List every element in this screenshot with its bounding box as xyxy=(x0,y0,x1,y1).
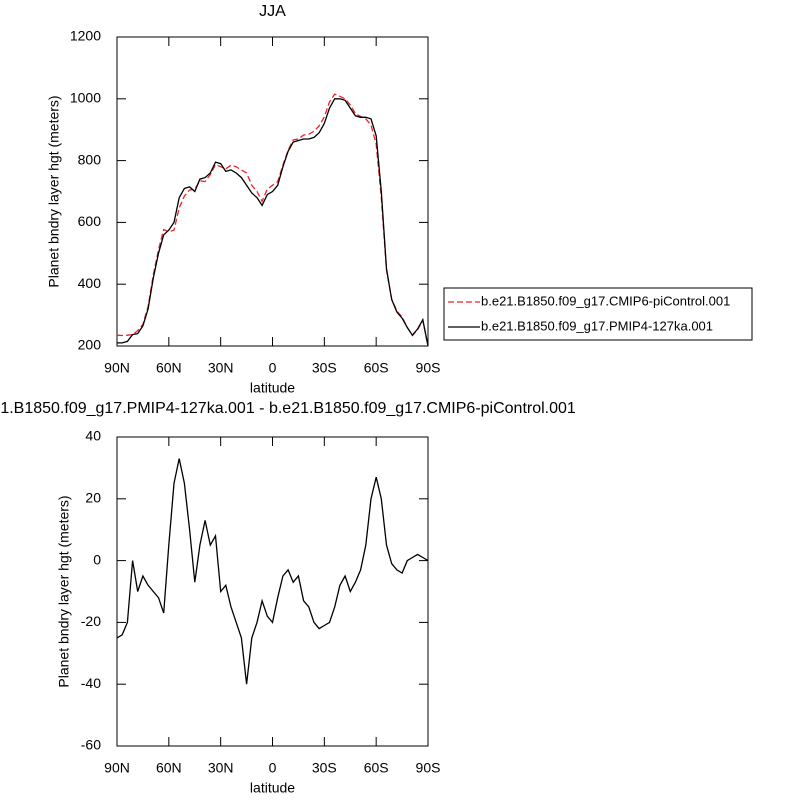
x-tick-label: 60S xyxy=(364,360,389,376)
data-line xyxy=(116,93,429,347)
legend-label: b.e21.B1850.f09_g17.PMIP4-127ka.001 xyxy=(481,318,713,333)
x-tick-label: 90S xyxy=(416,360,441,376)
x-tick-label: 0 xyxy=(269,760,277,776)
y-tick-label: 400 xyxy=(78,275,102,291)
x-tick-label: 90N xyxy=(104,360,130,376)
x-tick-label: 30S xyxy=(312,760,337,776)
y-tick-label: 800 xyxy=(78,151,102,167)
y-tick-label: 0 xyxy=(93,551,101,567)
x-tick-label: 30S xyxy=(312,360,337,376)
y-tick-label: -40 xyxy=(81,675,101,691)
data-line xyxy=(117,98,429,347)
y-tick-label: 1000 xyxy=(70,90,101,106)
x-tick-label: 30N xyxy=(208,760,234,776)
x-tick-label: 90N xyxy=(104,760,130,776)
x-tick-label: 0 xyxy=(269,360,277,376)
data-line xyxy=(116,458,429,685)
x-tick-label: 90S xyxy=(416,760,441,776)
plot-frame xyxy=(116,436,429,747)
x-tick-label: 30N xyxy=(208,360,234,376)
x-axis-label: latitude xyxy=(250,380,295,396)
y-tick-label: 600 xyxy=(78,213,102,229)
y-tick-label: 200 xyxy=(78,337,102,353)
y-axis-label: Planet bndry layer hgt (meters) xyxy=(56,495,72,687)
y-tick-label: -20 xyxy=(81,613,101,629)
x-tick-label: 60N xyxy=(156,360,182,376)
y-tick-label: -60 xyxy=(81,737,101,753)
x-axis-label: latitude xyxy=(250,780,295,796)
x-tick-label: 60N xyxy=(156,760,182,776)
y-tick-label: 1200 xyxy=(70,28,101,44)
legend-label: b.e21.B1850.f09_g17.CMIP6-piControl.001 xyxy=(481,293,730,308)
y-tick-label: 20 xyxy=(85,490,101,506)
legend-box xyxy=(443,287,753,341)
chart-title: b.e21.B1850.f09_g17.PMIP4-127ka.001 - b.… xyxy=(0,400,576,417)
x-tick-label: 60S xyxy=(364,760,389,776)
y-tick-label: 40 xyxy=(85,428,101,444)
y-axis-label: Planet bndry layer hgt (meters) xyxy=(46,95,62,287)
chart-title: JJA xyxy=(259,3,286,20)
